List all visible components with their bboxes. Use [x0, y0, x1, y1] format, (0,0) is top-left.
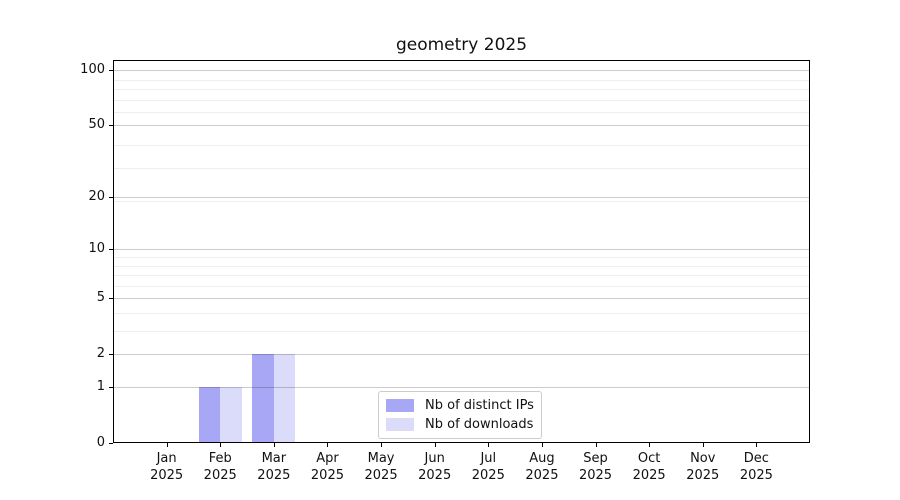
minor-gridline — [113, 265, 810, 267]
x-tick-month: Jul — [480, 451, 497, 466]
y-axis-tick — [109, 125, 113, 127]
x-axis-tick — [327, 443, 329, 447]
x-tick-label: Dec 2025 — [721, 450, 791, 484]
y-axis-tick — [109, 354, 113, 356]
x-tick-year: 2025 — [739, 468, 773, 483]
x-tick-label: Oct 2025 — [614, 450, 684, 484]
minor-gridline — [113, 312, 810, 314]
x-tick-label: Mar 2025 — [239, 450, 309, 484]
legend-label: Nb of distinct IPs — [425, 398, 534, 413]
minor-gridline — [113, 285, 810, 287]
major-gridline — [113, 387, 810, 388]
x-tick-label: May 2025 — [346, 450, 416, 484]
minor-gridline — [113, 99, 810, 101]
legend-swatch-icon — [386, 399, 414, 412]
x-tick-label: Aug 2025 — [507, 450, 577, 484]
minor-gridline — [113, 79, 810, 81]
x-tick-label: Jun 2025 — [400, 450, 470, 484]
x-axis-tick — [756, 443, 758, 447]
x-tick-month: Jan — [156, 451, 177, 466]
y-tick-label: 20 — [88, 189, 105, 205]
x-tick-month: Mar — [261, 451, 287, 466]
x-tick-label: Jul 2025 — [453, 450, 523, 484]
x-axis-tick — [541, 443, 543, 447]
x-tick-year: 2025 — [364, 468, 398, 483]
y-axis-tick — [109, 387, 113, 388]
x-axis-tick — [434, 443, 436, 447]
major-gridline — [113, 197, 810, 199]
x-tick-label: Jan 2025 — [132, 450, 202, 484]
major-gridline — [113, 298, 810, 300]
x-tick-month: Oct — [637, 451, 661, 466]
y-tick-label: 5 — [96, 290, 105, 306]
bar-nb-of-distinct-ips-mar[interactable] — [252, 354, 274, 443]
x-axis-tick — [166, 443, 168, 447]
minor-gridline — [113, 275, 810, 277]
x-tick-year: 2025 — [471, 468, 505, 483]
x-tick-year: 2025 — [150, 468, 184, 483]
x-axis-tick — [595, 443, 597, 447]
minor-gridline — [113, 112, 810, 114]
x-tick-year: 2025 — [310, 468, 344, 483]
x-tick-month: Jun — [424, 451, 445, 466]
x-tick-year: 2025 — [525, 468, 559, 483]
x-tick-label: Feb 2025 — [185, 450, 255, 484]
y-tick-label: 2 — [96, 346, 105, 362]
x-tick-label: Apr 2025 — [292, 450, 362, 484]
minor-gridline — [113, 89, 810, 91]
x-tick-year: 2025 — [203, 468, 237, 483]
x-tick-month: Feb — [208, 451, 232, 466]
bar-nb-of-distinct-ips-feb[interactable] — [198, 387, 221, 443]
minor-gridline — [113, 331, 810, 333]
legend-swatch-icon — [386, 418, 414, 431]
x-tick-year: 2025 — [418, 468, 452, 483]
x-tick-label: Nov 2025 — [668, 450, 738, 484]
x-tick-year: 2025 — [578, 468, 613, 483]
legend-row: Nb of distinct IPs — [386, 398, 534, 413]
y-axis-tick — [109, 298, 113, 300]
major-gridline — [113, 70, 810, 72]
major-gridline — [113, 354, 810, 356]
minor-gridline — [113, 201, 810, 202]
x-axis-tick — [220, 443, 222, 447]
x-tick-month: Nov — [690, 451, 716, 466]
bar-nb-of-downloads-mar[interactable] — [273, 354, 296, 443]
y-tick-label: 0 — [96, 435, 105, 450]
x-tick-label: Sep 2025 — [561, 450, 631, 484]
minor-gridline — [113, 145, 810, 147]
legend: Nb of distinct IPs Nb of downloads — [378, 391, 542, 439]
x-tick-year: 2025 — [257, 468, 291, 483]
x-axis-tick — [702, 443, 704, 447]
x-tick-year: 2025 — [632, 468, 666, 483]
x-axis-tick — [273, 443, 275, 447]
x-axis-tick — [488, 443, 490, 447]
plot-area — [113, 60, 810, 443]
x-axis-tick — [649, 443, 651, 447]
minor-gridline — [113, 257, 810, 258]
x-axis-tick — [381, 443, 383, 447]
x-tick-year: 2025 — [686, 468, 720, 483]
y-axis-tick — [109, 249, 113, 251]
y-axis-tick — [109, 70, 113, 72]
bar-nb-of-downloads-feb[interactable] — [220, 387, 242, 443]
major-gridline — [113, 249, 810, 251]
legend-row: Nb of downloads — [386, 417, 534, 432]
minor-gridline — [113, 168, 810, 170]
major-gridline — [113, 125, 810, 127]
y-tick-label: 1 — [96, 379, 105, 394]
y-tick-label: 50 — [88, 117, 105, 133]
x-tick-month: Aug — [529, 451, 555, 466]
x-tick-month: Apr — [316, 451, 339, 466]
y-tick-label: 100 — [80, 62, 105, 78]
y-tick-label: 10 — [88, 241, 105, 257]
x-tick-month: Dec — [743, 451, 769, 466]
x-tick-month: Sep — [583, 451, 608, 466]
x-tick-month: May — [367, 451, 395, 466]
y-axis-tick — [109, 197, 113, 199]
legend-label: Nb of downloads — [425, 417, 534, 432]
chart-title: geometry 2025 — [395, 35, 528, 55]
y-axis-tick — [109, 443, 113, 444]
